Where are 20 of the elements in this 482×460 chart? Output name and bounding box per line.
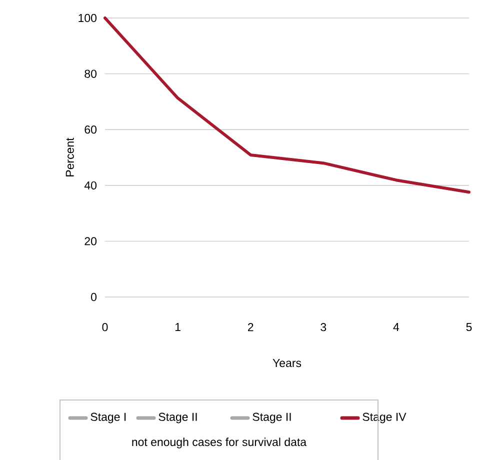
y-axis-title: Percent: [66, 138, 74, 176]
legend-label: Stage II: [158, 412, 197, 424]
x-axis-title: Years: [272, 359, 302, 368]
x-tick-label: 4: [393, 323, 400, 331]
text: not enough cases for survival data: [132, 438, 307, 448]
x-tick-label: 1: [175, 323, 180, 331]
y-tick-label: 20: [84, 237, 97, 246]
legend-label: Stage I: [90, 412, 126, 424]
line-series: [104, 16, 471, 194]
x-tick-label: 5: [466, 323, 472, 332]
y-tick-label: 100: [78, 14, 97, 22]
x-tick-label: 0: [102, 323, 108, 332]
y-tick-label: 80: [84, 70, 97, 78]
x-tick-label: 3: [320, 323, 326, 332]
legend-label: Stage IV: [362, 412, 406, 424]
y-tick-label: 40: [84, 181, 97, 190]
y-tick-label: 60: [84, 126, 97, 134]
x-tick-label: 2: [248, 323, 254, 332]
y-tick-label: 0: [91, 292, 97, 302]
legend-label: Stage II: [252, 412, 291, 424]
